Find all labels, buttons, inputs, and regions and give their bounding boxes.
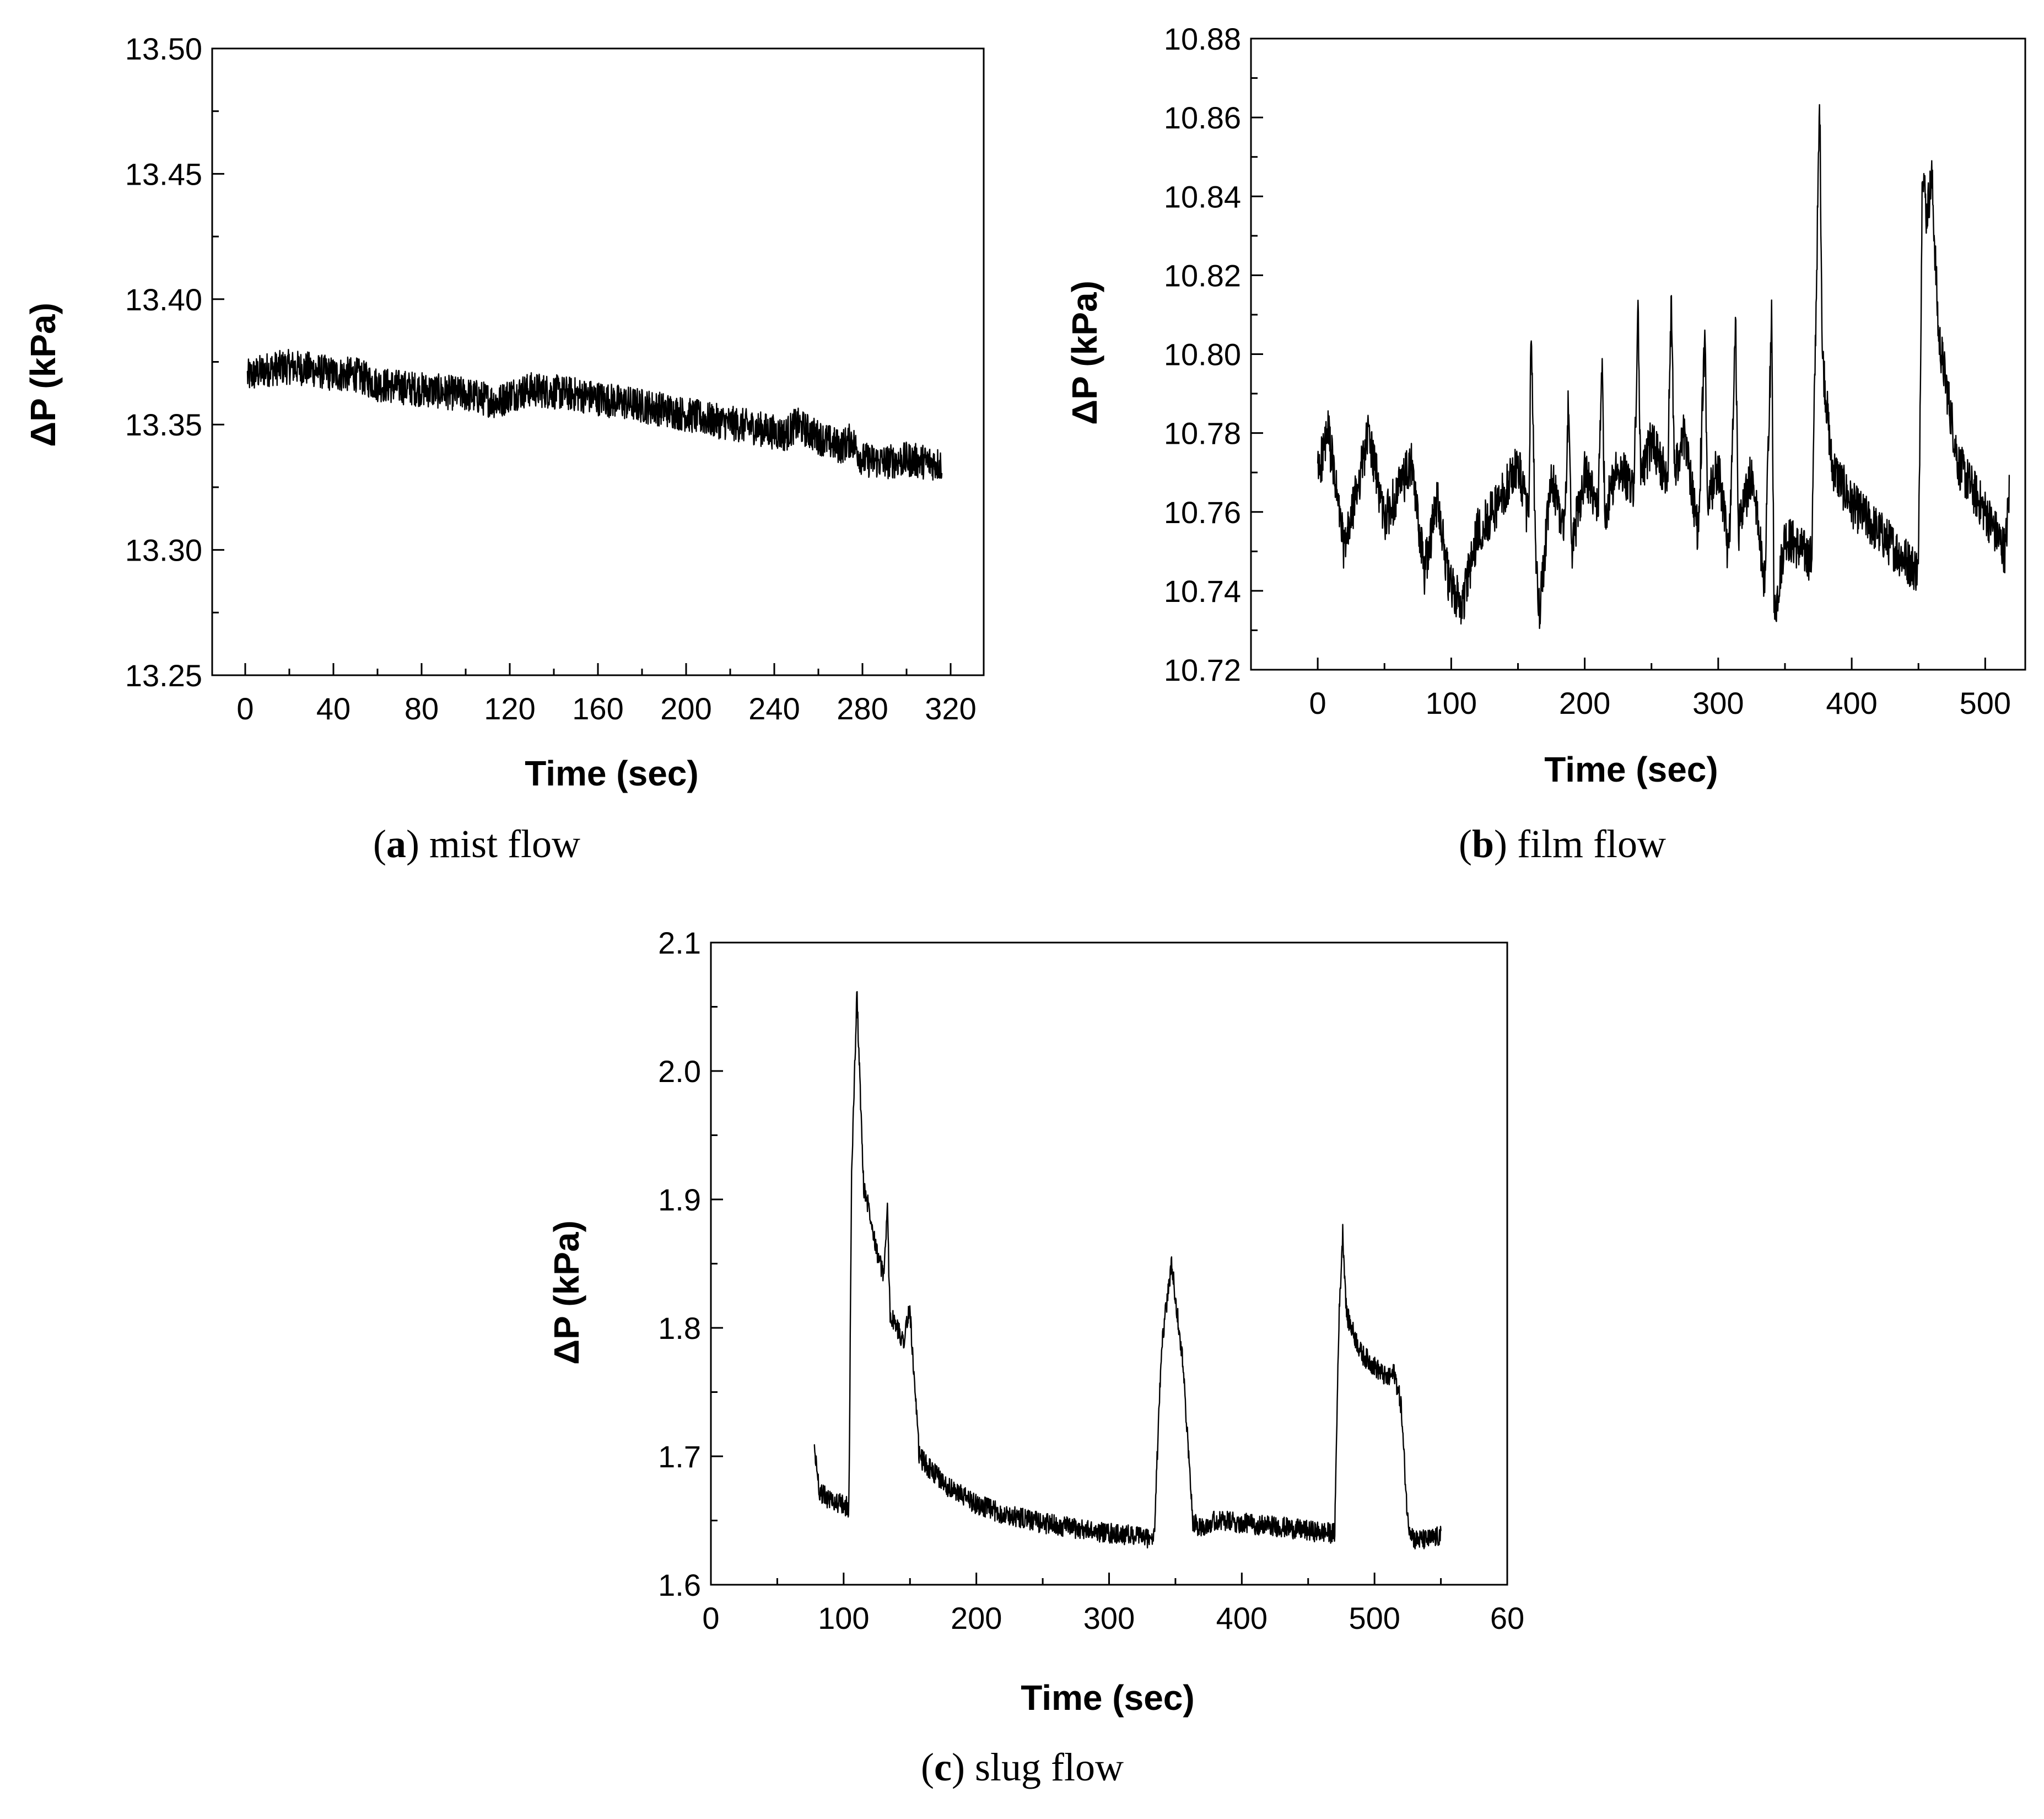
x-tick-label: 0 xyxy=(1309,686,1326,720)
x-tick-label: 320 xyxy=(925,691,976,726)
x-tick-label: 100 xyxy=(818,1601,869,1635)
x-tick-label: 300 xyxy=(1083,1601,1135,1635)
x-tick-label: 80 xyxy=(405,691,439,726)
panel-a-mist-flow: Time (sec) ΔP (kPa) (a) mist flow 0 40 80 1… xyxy=(23,31,985,866)
series-line xyxy=(1317,104,2010,629)
x-axis-title: Time (sec) xyxy=(525,754,698,793)
x-tick-label: 500 xyxy=(1349,1601,1400,1635)
y-tick-label: 13.40 xyxy=(125,282,202,317)
x-tick-label: 40 xyxy=(316,691,350,726)
y-tick-label: 1.6 xyxy=(658,1568,701,1602)
x-tick-label: 100 xyxy=(1426,686,1477,720)
y-tick-label: 10.88 xyxy=(1164,21,1241,56)
y-tick-label: 13.25 xyxy=(125,658,202,693)
y-tick-label: 13.30 xyxy=(125,533,202,568)
y-axis-title: ΔP (kPa) xyxy=(23,303,63,447)
y-tick-label: 10.72 xyxy=(1164,653,1241,687)
x-axis-title: Time (sec) xyxy=(1544,750,1718,789)
x-tick-label: 400 xyxy=(1826,686,1877,720)
y-tick-label: 10.74 xyxy=(1164,574,1241,609)
x-tick-label: 0 xyxy=(702,1601,719,1635)
x-tick-label: 500 xyxy=(1960,686,2011,720)
caption: (b) film flow xyxy=(1459,822,1666,866)
panel-c-slug-flow: Time (sec) ΔP (kPa) (c) slug flow 0 100 20… xyxy=(547,925,1524,1789)
y-tick-label: 10.84 xyxy=(1164,179,1241,214)
x-tick-label: 160 xyxy=(572,691,623,726)
y-tick-label: 10.76 xyxy=(1164,495,1241,530)
y-tick-label: 1.7 xyxy=(658,1439,701,1474)
x-tick-label: 0 xyxy=(236,691,254,726)
y-axis-title: ΔP (kPa) xyxy=(1065,281,1104,425)
y-tick-label: 13.45 xyxy=(125,157,202,191)
series-line xyxy=(246,348,943,481)
y-tick-label: 13.35 xyxy=(125,407,202,442)
x-tick-label: 240 xyxy=(748,691,800,726)
x-tick-label: 200 xyxy=(1559,686,1610,720)
x-tick-label: 200 xyxy=(660,691,711,726)
y-tick-label: 10.80 xyxy=(1164,337,1241,372)
x-tick-label: 300 xyxy=(1692,686,1744,720)
series-line xyxy=(813,991,1442,1549)
caption: (a) mist flow xyxy=(373,822,580,866)
y-tick-label: 2.0 xyxy=(658,1054,701,1089)
y-tick-label: 10.78 xyxy=(1164,416,1241,451)
y-tick-label: 2.1 xyxy=(658,925,701,960)
plot-frame xyxy=(710,941,1508,1586)
y-tick-label: 13.50 xyxy=(125,31,202,66)
x-tick-label: 280 xyxy=(837,691,888,726)
y-tick-label: 10.82 xyxy=(1164,258,1241,293)
x-axis-title: Time (sec) xyxy=(1021,1678,1194,1718)
y-tick-label: 1.9 xyxy=(658,1182,701,1217)
panel-b-film-flow: Time (sec) ΔP (kPa) (b) film flow 0 100 20… xyxy=(1065,21,2026,866)
caption: (c) slug flow xyxy=(921,1745,1124,1789)
y-tick-label: 1.8 xyxy=(658,1311,701,1346)
x-tick-label: 60 xyxy=(1490,1601,1524,1635)
y-axis-title: ΔP (kPa) xyxy=(547,1220,586,1365)
x-tick-label: 400 xyxy=(1216,1601,1268,1635)
x-tick-label: 120 xyxy=(484,691,535,726)
x-tick-label: 200 xyxy=(951,1601,1002,1635)
y-tick-label: 10.86 xyxy=(1164,100,1241,135)
plot-frame xyxy=(211,47,985,676)
